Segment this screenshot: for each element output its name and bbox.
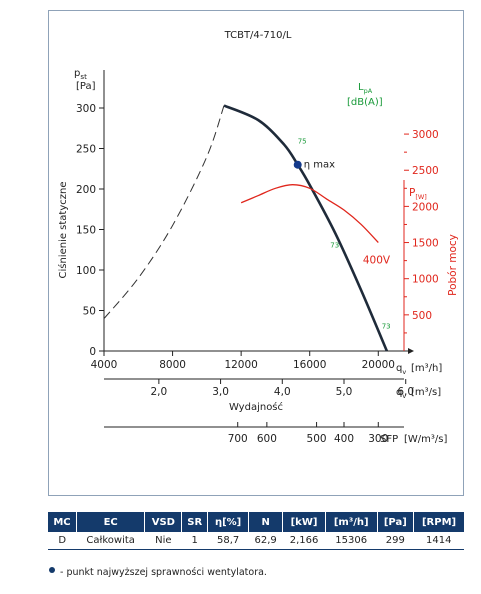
table-header: N — [248, 512, 284, 532]
table-row: D Całkowita Nie 1 58,7 62,9 2,166 15306 … — [48, 532, 464, 550]
table-header-row: MC EC VSD SR η[%] N [kW] [m³/h] [Pa] [RP… — [48, 512, 464, 532]
table-cell: D — [48, 532, 77, 550]
sfp-tick-label: 600 — [257, 433, 277, 445]
y-axis-unit: [Pa] — [76, 81, 96, 92]
table-cell: 62,9 — [248, 532, 283, 550]
table-cell: 2,166 — [282, 532, 326, 550]
noise-legend-symbol: LpA — [358, 82, 373, 95]
table-cell: Nie — [144, 532, 182, 550]
power-tick-label: 2500 — [412, 165, 439, 177]
power-tick-label: 1000 — [412, 274, 439, 286]
pressure-curve-dashed — [103, 105, 225, 319]
power-axis-symbol: P[W] — [409, 187, 427, 201]
max-efficiency-label: η max — [304, 160, 335, 171]
x2-tick-label: 6,0 — [397, 386, 414, 398]
y-axis-label: Ciśnienie statyczne — [57, 181, 69, 278]
x-tick-label: 20000 — [362, 359, 395, 371]
x2-tick-label: 5,0 — [336, 386, 353, 398]
x-axis-symbol: qv — [396, 363, 406, 376]
y-tick-label: 300 — [76, 103, 96, 115]
pressure-curve — [223, 104, 389, 352]
power-tick-label: 3000 — [412, 129, 439, 141]
table-header: MC — [48, 512, 77, 532]
table-header: η[%] — [207, 512, 249, 532]
table-cell: 58,7 — [207, 532, 249, 550]
table-header: SR — [181, 512, 209, 532]
x-tick-label: 8000 — [159, 359, 186, 371]
max-efficiency-dot-icon — [49, 567, 55, 573]
table-cell: 1414 — [413, 532, 464, 550]
noise-label: 73 — [382, 322, 391, 330]
power-tick-label: 1500 — [412, 238, 439, 250]
table-header: [m³/h] — [325, 512, 378, 532]
table-header: VSD — [144, 512, 183, 532]
x2-tick-label: 2,0 — [151, 386, 168, 398]
table-cell: 299 — [377, 532, 414, 550]
noise-legend-unit: [dB(A)] — [347, 97, 383, 108]
chart-frame — [48, 10, 464, 496]
sfp-tick-label: 400 — [334, 433, 354, 445]
performance-table: MC EC VSD SR η[%] N [kW] [m³/h] [Pa] [RP… — [48, 512, 464, 550]
power-voltage-label: 400V — [363, 255, 391, 267]
sfp-tick-label: 300 — [368, 433, 388, 445]
x2-axis-unit: [m³/s] — [411, 387, 441, 398]
sfp-unit: [W/m³/s] — [404, 434, 447, 445]
y-tick-label: 100 — [76, 265, 96, 277]
y-tick-label: 0 — [89, 346, 96, 358]
table-cell: Całkowita — [76, 532, 145, 550]
x2-tick-label: 4,0 — [274, 386, 291, 398]
power-tick-label: 500 — [412, 310, 432, 322]
table-header: [Pa] — [377, 512, 415, 532]
table-header: [kW] — [282, 512, 326, 532]
y-tick-label: 50 — [83, 306, 96, 318]
x-axis-arrow-icon — [408, 348, 414, 354]
noise-label: 75 — [298, 138, 307, 146]
x-tick-label: 4000 — [91, 359, 118, 371]
power-curve — [240, 184, 379, 243]
x-tick-label: 12000 — [224, 359, 257, 371]
sfp-tick-label: 700 — [228, 433, 248, 445]
table-header: [RPM] — [413, 512, 464, 532]
legend-note-text: - punkt najwyższej sprawności wentylator… — [60, 567, 267, 578]
power-tick-label: 2000 — [412, 201, 439, 213]
x-tick-label: 16000 — [293, 359, 326, 371]
x-axis-caption: Wydajność — [229, 401, 283, 413]
x2-tick-label: 3,0 — [212, 386, 229, 398]
y-tick-label: 150 — [76, 225, 96, 237]
table-cell: 1 — [181, 532, 208, 550]
x2-axis-symbol: qv — [396, 387, 406, 400]
y-axis-symbol: pst — [74, 68, 87, 81]
table-cell: 15306 — [325, 532, 378, 550]
chart-title: TCBT/4-710/L — [224, 30, 292, 41]
y-tick-label: 250 — [76, 144, 96, 156]
noise-label: 73 — [330, 241, 339, 249]
sfp-label: SFP — [380, 434, 398, 445]
power-axis-label: Pobór mocy — [447, 234, 459, 296]
legend-note: - punkt najwyższej sprawności wentylator… — [49, 567, 267, 578]
x-axis-unit: [m³/h] — [411, 363, 442, 374]
y-tick-label: 200 — [76, 184, 96, 196]
table-header: EC — [76, 512, 146, 532]
max-efficiency-point — [293, 160, 302, 169]
sfp-tick-label: 500 — [307, 433, 327, 445]
fan-performance-chart: TCBT/4-710/L 0 50 100 150 200 250 300 pst[Pa] Ciś… — [57, 30, 459, 445]
